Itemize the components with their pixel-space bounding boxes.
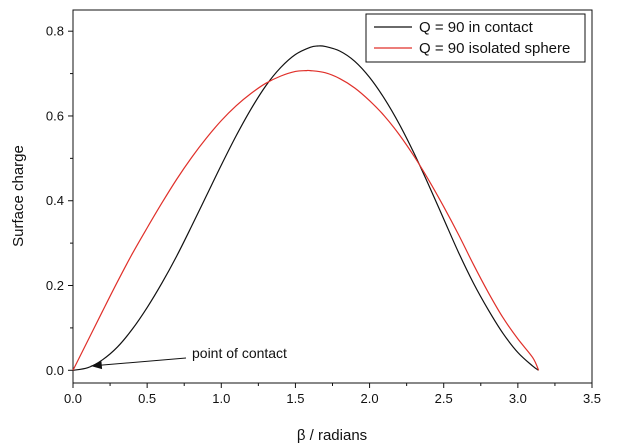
annotation-point-of-contact: point of contact <box>192 345 287 361</box>
x-tick-label: 3.0 <box>509 391 527 406</box>
legend-label-in-contact: Q = 90 in contact <box>419 19 534 36</box>
axis-ticks: 0.0 0.5 1.0 1.5 2.0 2.5 3.0 3.5 0.0 0.2 0.4 0.6 0.8 <box>46 24 601 406</box>
x-tick-label: 0.0 <box>64 391 82 406</box>
contact-annotation: point of contact <box>90 345 287 370</box>
x-tick-label: 0.5 <box>138 391 156 406</box>
legend-label-isolated-sphere: Q = 90 isolated sphere <box>419 40 570 57</box>
y-tick-label: 0.4 <box>46 193 64 208</box>
series-line-isolated-sphere <box>72 69 540 371</box>
x-tick-label: 1.5 <box>286 391 304 406</box>
y-tick-label: 0.0 <box>46 363 64 378</box>
y-tick-label: 0.8 <box>46 24 64 39</box>
x-tick-label: 3.5 <box>583 391 601 406</box>
y-axis-title: Surface charge <box>10 145 27 247</box>
y-tick-label: 0.6 <box>46 108 64 123</box>
plot-frame <box>72 9 593 384</box>
x-tick-label: 2.0 <box>361 391 379 406</box>
series-lines <box>72 45 540 371</box>
annotation-arrowhead <box>90 361 103 370</box>
x-axis-title: β / radians <box>297 427 367 444</box>
x-tick-label: 2.5 <box>435 391 453 406</box>
y-tick-label: 0.2 <box>46 278 64 293</box>
annotation-arrow <box>90 357 187 367</box>
x-tick-label: 1.0 <box>212 391 230 406</box>
legend-box <box>365 13 586 63</box>
legend: Q = 90 in contact Q = 90 isolated sphere <box>365 13 586 63</box>
series-line-in-contact <box>72 45 539 371</box>
